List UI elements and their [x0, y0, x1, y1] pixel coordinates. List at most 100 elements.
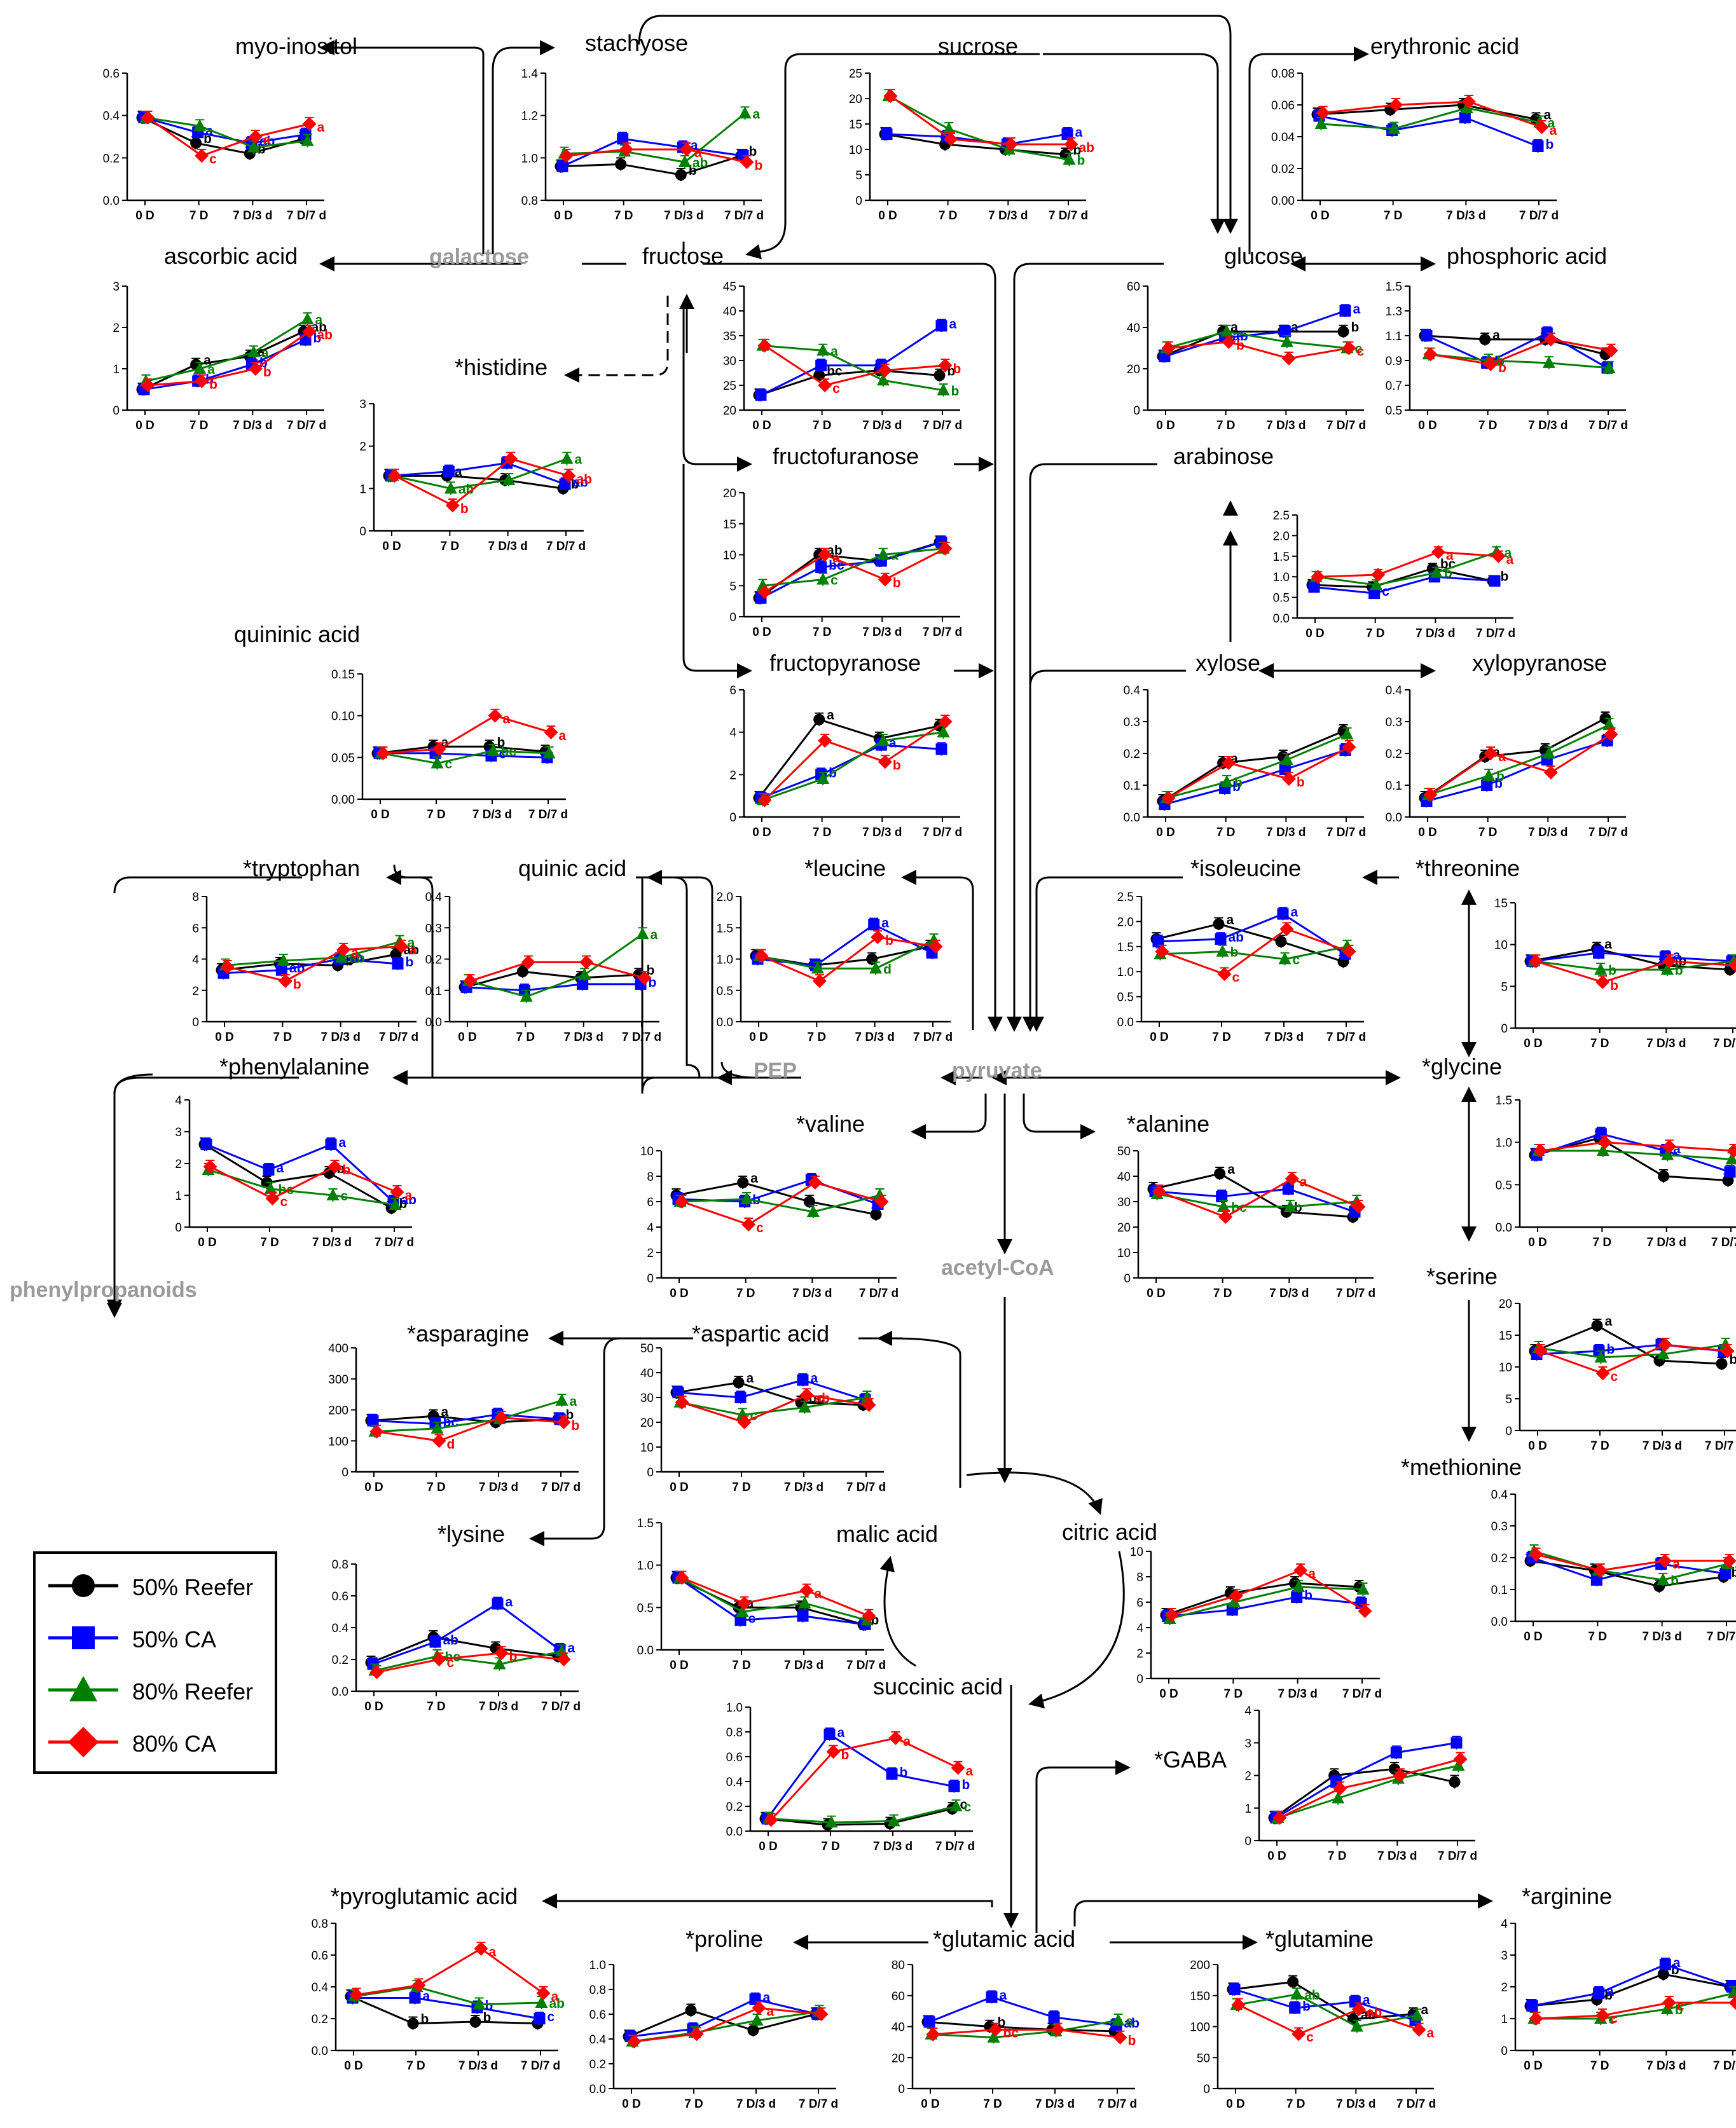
x-tick-label: 7 D/7 d — [622, 1031, 661, 1044]
y-tick-label: 6 — [192, 922, 199, 935]
node-galactose: galactose — [429, 245, 529, 269]
data-point — [220, 959, 235, 974]
significance-letter: a — [1427, 2026, 1435, 2040]
x-tick-label: 7 D/3 d — [472, 808, 512, 821]
data-point — [815, 359, 827, 371]
significance-letter: ab — [443, 1633, 459, 1648]
y-tick-label: 45 — [723, 280, 736, 294]
x-tick-label: 7 D — [189, 209, 209, 223]
data-point — [1292, 2027, 1306, 2042]
chart-14: 0.00.10.20.30.40 D7 D7 D/3 d7 D/7 dabba — [1386, 684, 1629, 839]
y-tick-label: 40 — [892, 2021, 905, 2035]
series-line — [379, 752, 548, 759]
y-tick-label: 20 — [1117, 1221, 1131, 1235]
y-tick-label: 3 — [1244, 1737, 1251, 1750]
y-tick-label: 0.0 — [717, 1016, 733, 1029]
y-tick-label: 0.0 — [1496, 1221, 1512, 1235]
series-80-ca: bab — [387, 451, 592, 516]
x-tick-label: 7 D/3 d — [1266, 826, 1305, 839]
data-point — [878, 572, 892, 587]
data-point — [392, 958, 404, 970]
x-tick-label: 7 D/7 d — [1049, 209, 1088, 223]
data-point — [248, 362, 263, 376]
data-point — [750, 2013, 764, 2026]
series-line — [375, 1399, 562, 1433]
significance-letter: a — [489, 1945, 497, 1960]
data-point — [494, 1646, 509, 1660]
series-line — [208, 1169, 396, 1206]
data-point — [1220, 775, 1234, 787]
data-point — [627, 2034, 642, 2049]
significance-letter: c — [1293, 953, 1300, 968]
data-point — [813, 713, 825, 725]
series-80-ca: cb — [757, 338, 961, 396]
series-line — [370, 1636, 558, 1664]
series-line — [1532, 1963, 1732, 2007]
data-point — [1281, 351, 1296, 366]
x-tick-label: 7 D/7 d — [546, 540, 586, 553]
significance-letter: c — [750, 1408, 758, 1423]
data-point — [1604, 343, 1618, 358]
node-ile: *isoleucine — [1190, 855, 1301, 881]
data-point — [949, 1799, 963, 1811]
series-80-reefer — [1163, 1580, 1370, 1625]
data-point — [798, 1596, 811, 1609]
data-point — [1450, 1737, 1463, 1749]
x-tick-label: 7 D/3 d — [1643, 1439, 1682, 1453]
series-80-ca: a — [1316, 95, 1557, 138]
series-line — [928, 1996, 1117, 2026]
y-tick-label: 0.5 — [637, 1602, 654, 1615]
series-line — [1278, 1764, 1459, 1819]
x-tick-label: 0 D — [1418, 419, 1437, 432]
data-point — [813, 369, 825, 381]
node-phe: *phenylalanine — [219, 1054, 369, 1080]
series-line — [1312, 567, 1493, 588]
y-tick-label: 40 — [1117, 1170, 1131, 1184]
data-point — [928, 939, 943, 954]
y-tick-label: 20 — [723, 404, 736, 418]
y-tick-label: 2 — [1501, 1981, 1508, 1994]
data-point — [1534, 120, 1549, 134]
node-trp: *tryptophan — [243, 855, 360, 881]
data-point — [409, 1992, 421, 2004]
series-80-ca: c — [1533, 1338, 1735, 1384]
y-tick-label: 50 — [1117, 1145, 1131, 1158]
significance-letter: a — [339, 1136, 347, 1150]
y-tick-label: 5 — [855, 169, 862, 182]
x-tick-label: 7 D — [1286, 2097, 1305, 2111]
x-tick-label: 7 D — [1588, 1630, 1608, 1644]
data-point — [1281, 772, 1296, 786]
series-80-ca — [1533, 1135, 1736, 1158]
series-line — [1164, 749, 1346, 806]
y-tick-label: 20 — [849, 93, 862, 106]
data-point — [1275, 935, 1287, 947]
y-tick-label: 1 — [359, 483, 366, 496]
x-tick-label: 7 D/3 d — [1646, 2059, 1686, 2073]
data-point — [536, 1986, 551, 2000]
series-line — [375, 1651, 562, 1672]
y-tick-label: 1.5 — [1386, 280, 1402, 294]
y-tick-label: 0.08 — [1271, 67, 1295, 81]
data-point — [740, 155, 754, 169]
series-line — [1168, 341, 1349, 360]
data-point — [987, 2030, 1000, 2043]
series-50-reefer: b — [458, 963, 654, 994]
significance-letter: b — [1610, 978, 1618, 993]
data-point — [560, 451, 574, 464]
series-line — [1534, 1324, 1722, 1365]
y-tick-label: 4 — [729, 727, 736, 740]
node-eryth: erythronic acid — [1370, 33, 1519, 59]
data-point — [1283, 1200, 1297, 1212]
y-tick-label: 4 — [1136, 1622, 1143, 1635]
series-line — [1536, 1132, 1730, 1173]
y-tick-label: 0.4 — [103, 110, 120, 123]
y-tick-label: 1.1 — [1386, 330, 1402, 343]
series-line — [1275, 1741, 1457, 1819]
y-tick-label: 10 — [849, 144, 862, 157]
series-line — [470, 961, 645, 982]
